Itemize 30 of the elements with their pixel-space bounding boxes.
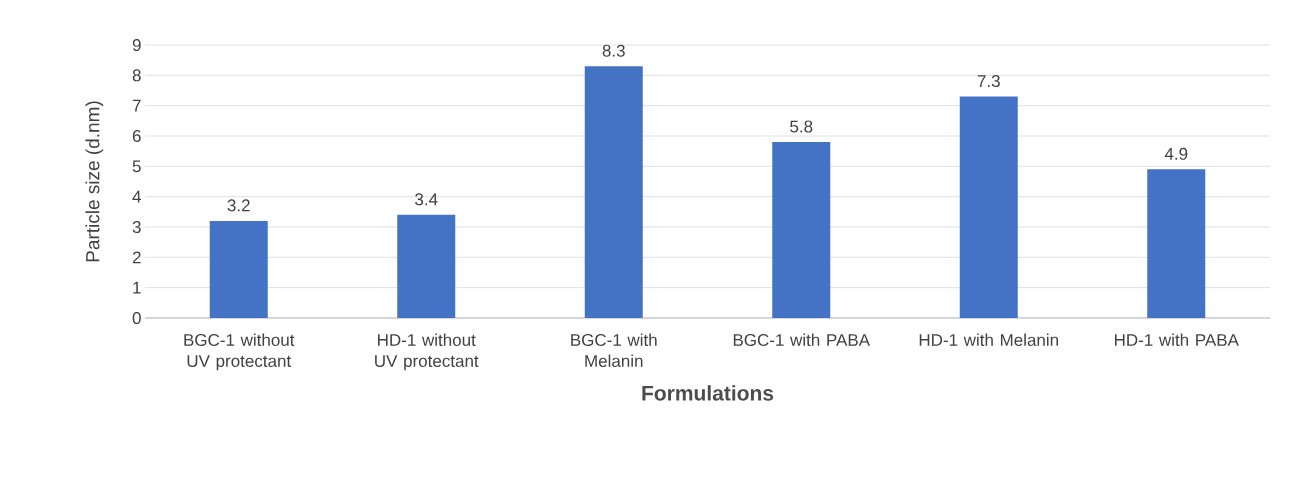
bar	[209, 220, 268, 318]
y-axis-title: Particle size (d.nm)	[85, 101, 104, 262]
x-tick-label: HD-1 with Melanin	[919, 333, 1058, 347]
bar	[584, 66, 643, 318]
x-tick-label: BGC-1 with Melanin	[571, 333, 657, 368]
y-tick-label: 7	[132, 99, 141, 112]
bar	[1147, 169, 1206, 318]
data-label: 3.4	[415, 193, 438, 206]
bar	[772, 142, 831, 318]
data-label: 5.8	[790, 120, 813, 133]
data-label: 7.3	[977, 75, 1000, 88]
y-tick-label: 4	[132, 190, 141, 203]
y-tick-label: 5	[132, 160, 141, 173]
y-tick-label: 0	[132, 311, 141, 325]
y-tick-label: 6	[132, 129, 141, 143]
x-tick-label: HD-1 without UV protectant	[375, 333, 479, 371]
x-tick-label: HD-1 with PABA	[1114, 333, 1239, 346]
bar	[397, 214, 456, 318]
data-label: 3.2	[227, 199, 250, 212]
bar	[959, 96, 1018, 318]
x-tick-label: BGC-1 with PABA	[733, 333, 871, 347]
x-tick-label: BGC-1 without UV protectant	[184, 333, 295, 371]
data-label: 8.3	[602, 44, 625, 57]
y-tick-label: 9	[132, 38, 141, 52]
y-tick-label: 1	[133, 281, 141, 294]
y-tick-label: 8	[132, 69, 141, 82]
y-tick-label: 3	[132, 220, 141, 234]
data-label: 4.9	[1164, 147, 1188, 160]
x-axis-title: Formulations	[642, 385, 774, 401]
y-tick-label: 2	[132, 251, 141, 264]
